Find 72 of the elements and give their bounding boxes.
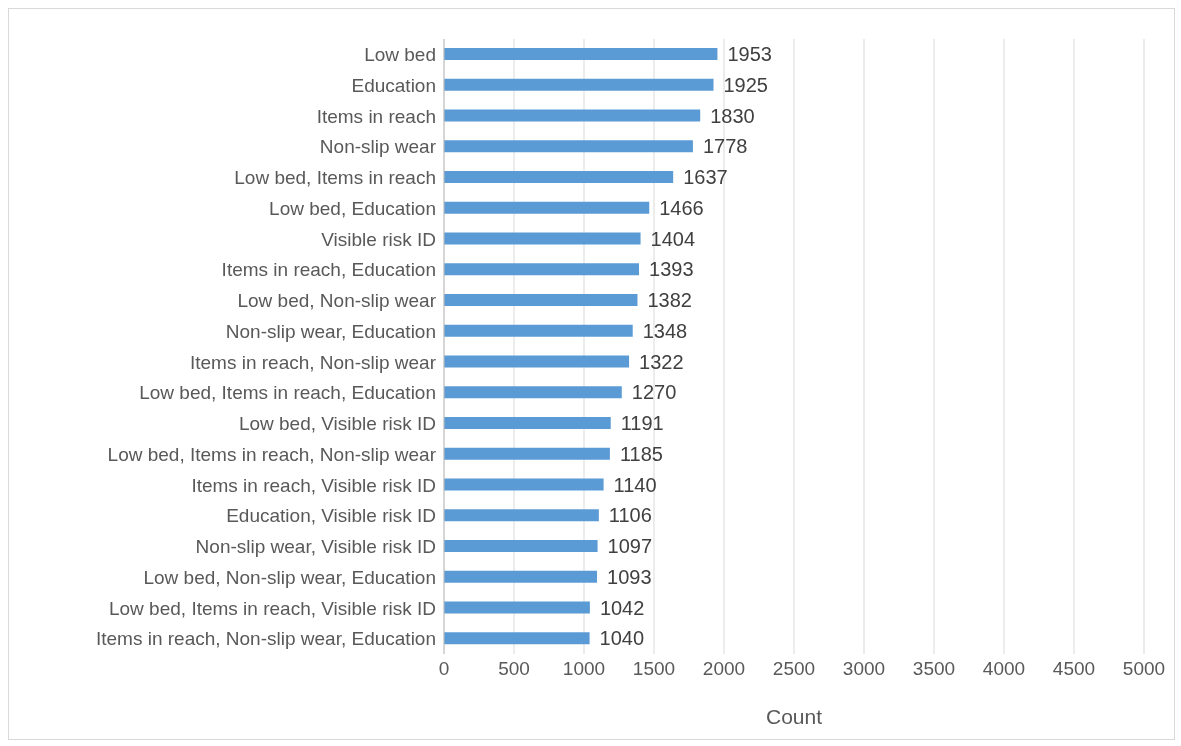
y-tick-label: Visible risk ID (321, 228, 436, 250)
bar (444, 48, 718, 60)
y-tick-label: Items in reach, Education (221, 259, 436, 281)
bar (444, 386, 622, 399)
data-label: 1093 (607, 565, 652, 588)
y-tick-label: Low bed, Items in reach (234, 167, 436, 189)
x-axis-title: Count (765, 705, 823, 728)
bar (444, 355, 630, 368)
bar (444, 171, 674, 183)
data-label: 1404 (650, 227, 696, 250)
y-tick-label: Non-slip wear, Visible risk ID (195, 536, 436, 558)
x-tick-label: 0 (438, 658, 450, 680)
y-tick-label: Low bed, Items in reach, Visible risk ID (108, 597, 436, 619)
bar (444, 417, 611, 429)
data-label: 1097 (607, 535, 653, 558)
y-tick-label: Items in reach, Non-slip wear, Education (95, 628, 436, 650)
y-tick-label: Low bed (364, 44, 436, 66)
data-label: 1953 (727, 43, 772, 66)
bar (444, 78, 714, 91)
bar (444, 478, 604, 491)
y-tick-label: Low bed, Education (269, 197, 436, 219)
data-label: 1925 (723, 73, 768, 96)
data-label: 1466 (659, 196, 704, 219)
y-tick-label: Education, Visible risk ID (226, 505, 436, 527)
bar (444, 509, 599, 522)
x-tick-label: 1000 (562, 658, 606, 680)
bar (444, 201, 650, 214)
y-tick-label: Items in reach, Non-slip wear (189, 351, 437, 373)
x-tick-label: 1500 (632, 658, 676, 680)
bar (444, 324, 633, 337)
y-tick-label: Low bed, Items in reach, Non-slip wear (107, 443, 437, 465)
bar (444, 263, 640, 276)
x-tick-label: 4000 (982, 658, 1026, 680)
bar (444, 294, 638, 306)
data-label: 1140 (613, 473, 657, 496)
data-label: 1382 (647, 289, 692, 312)
data-label: 1106 (608, 504, 652, 527)
bar (444, 601, 590, 614)
data-label: 1185 (619, 442, 663, 465)
x-tick-label: 500 (498, 658, 530, 680)
x-tick-label: 3000 (842, 658, 886, 680)
data-label: 1042 (599, 596, 645, 619)
bar (444, 632, 590, 645)
y-tick-label: Items in reach, Visible risk ID (191, 474, 436, 496)
y-tick-label: Low bed, Items in reach, Education (139, 382, 436, 404)
y-tick-label: Low bed, Non-slip wear (237, 290, 437, 312)
data-label: 1040 (599, 627, 645, 650)
bar (444, 570, 598, 583)
data-label: 1191 (620, 412, 664, 435)
y-tick-label: Non-slip wear (319, 136, 437, 158)
x-tick-label: 2500 (772, 658, 816, 680)
bar (444, 540, 598, 552)
data-label: 1348 (642, 319, 688, 342)
data-label: 1322 (639, 350, 684, 373)
x-tick-label: 3500 (912, 658, 956, 680)
y-tick-label: Items in reach (316, 105, 436, 127)
x-tick-label: 5000 (1122, 658, 1166, 680)
y-tick-label: Education (351, 74, 436, 96)
bar (444, 140, 693, 153)
bar (444, 109, 701, 122)
y-tick-label: Non-slip wear, Education (225, 320, 436, 342)
y-tick-label: Low bed, Visible risk ID (238, 413, 436, 435)
data-label: 1270 (631, 381, 677, 404)
data-label: 1778 (702, 135, 748, 158)
data-label: 1637 (683, 166, 728, 189)
y-tick-label: Low bed, Non-slip wear, Education (143, 566, 436, 588)
data-label: 1393 (649, 258, 694, 281)
x-tick-label: 2000 (702, 658, 746, 680)
data-label: 1830 (710, 104, 755, 127)
bar (444, 447, 610, 460)
x-tick-label: 4500 (1052, 658, 1096, 680)
bar (444, 232, 641, 245)
